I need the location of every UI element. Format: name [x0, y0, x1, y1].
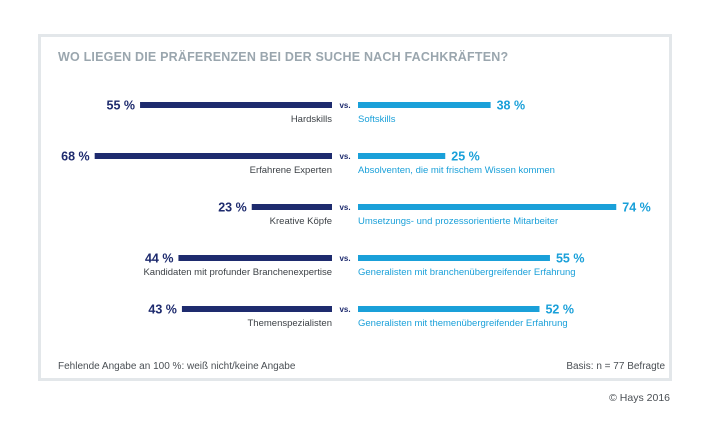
right-category-label: Umsetzungs- und prozessorientierte Mitar… [358, 216, 558, 227]
right-value-label: 38 % [497, 99, 526, 113]
left-bar [181, 306, 332, 312]
right-category-label: Absolventen, die mit frischem Wissen kom… [358, 165, 555, 176]
vs-label: vs. [339, 101, 350, 110]
vs-label: vs. [339, 305, 350, 314]
right-category-label: Generalisten mit branchenübergreifender … [358, 267, 576, 278]
footnote: Fehlende Angabe an 100 %: weiß nicht/kei… [58, 361, 296, 372]
right-bar [358, 102, 491, 108]
right-bar [358, 255, 550, 261]
vs-label: vs. [339, 152, 350, 161]
left-value-label: 68 % [61, 150, 90, 164]
chart-title: WO LIEGEN DIE PRÄFERENZEN BEI DER SUCHE … [58, 50, 509, 64]
left-bar [94, 153, 333, 159]
right-bar [358, 306, 540, 312]
vs-label: vs. [339, 254, 350, 263]
left-value-label: 55 % [107, 99, 136, 113]
right-value-label: 74 % [622, 201, 651, 215]
left-category-label: Themenspezialisten [248, 318, 333, 329]
right-category-label: Generalisten mit themenübergreifender Er… [358, 318, 568, 329]
sample-basis: Basis: n = 77 Befragte [566, 361, 665, 372]
right-bar [358, 204, 617, 210]
left-value-label: 43 % [148, 303, 177, 317]
right-category-label: Softskills [358, 114, 396, 125]
left-value-label: 23 % [218, 201, 247, 215]
right-value-label: 25 % [451, 150, 480, 164]
left-category-label: Erfahrene Experten [250, 165, 332, 176]
left-category-label: Hardskills [291, 114, 332, 125]
left-category-label: Kreative Köpfe [270, 216, 332, 227]
left-bar [140, 102, 332, 108]
left-bar [251, 204, 332, 210]
left-value-label: 44 % [145, 252, 174, 266]
left-category-label: Kandidaten mit profunder Branchenexperti… [143, 267, 332, 278]
copyright: © Hays 2016 [609, 392, 670, 404]
left-bar [178, 255, 332, 261]
right-value-label: 52 % [545, 303, 574, 317]
right-value-label: 55 % [556, 252, 585, 266]
right-bar [358, 153, 446, 159]
vs-label: vs. [339, 203, 350, 212]
